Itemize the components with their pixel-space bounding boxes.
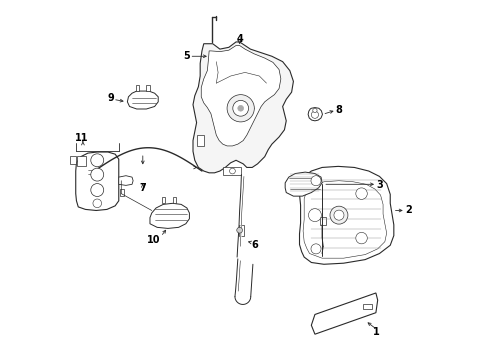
Polygon shape xyxy=(84,166,101,179)
Circle shape xyxy=(313,108,317,113)
Polygon shape xyxy=(239,225,245,235)
Circle shape xyxy=(91,168,104,181)
Text: 3: 3 xyxy=(376,180,383,190)
Text: 9: 9 xyxy=(107,93,114,103)
Text: 1: 1 xyxy=(372,327,379,337)
Circle shape xyxy=(311,244,321,254)
Circle shape xyxy=(233,100,248,116)
Polygon shape xyxy=(193,42,294,173)
Circle shape xyxy=(237,227,243,233)
Polygon shape xyxy=(77,156,87,166)
Text: 5: 5 xyxy=(184,51,190,61)
Circle shape xyxy=(238,105,244,111)
Circle shape xyxy=(93,199,101,208)
Polygon shape xyxy=(162,197,166,203)
Circle shape xyxy=(227,95,254,122)
Text: 7: 7 xyxy=(140,183,146,193)
Circle shape xyxy=(356,232,368,244)
Circle shape xyxy=(356,188,368,199)
Polygon shape xyxy=(70,156,76,164)
Text: 11: 11 xyxy=(75,133,89,143)
Text: 8: 8 xyxy=(336,105,343,115)
Polygon shape xyxy=(127,91,158,109)
Polygon shape xyxy=(308,108,322,121)
Circle shape xyxy=(334,210,344,220)
Polygon shape xyxy=(147,85,150,91)
Circle shape xyxy=(311,176,321,186)
Polygon shape xyxy=(303,181,387,258)
Polygon shape xyxy=(320,217,326,225)
Circle shape xyxy=(91,184,104,197)
Text: 2: 2 xyxy=(405,206,412,216)
Polygon shape xyxy=(299,166,394,264)
Polygon shape xyxy=(285,172,322,196)
Polygon shape xyxy=(311,293,378,334)
Text: 6: 6 xyxy=(252,240,258,250)
Circle shape xyxy=(230,168,235,174)
Polygon shape xyxy=(196,135,204,146)
Polygon shape xyxy=(364,304,372,309)
Text: 4: 4 xyxy=(236,35,243,44)
Polygon shape xyxy=(136,85,139,91)
Circle shape xyxy=(309,209,321,222)
Circle shape xyxy=(91,154,104,167)
Polygon shape xyxy=(119,176,133,185)
Circle shape xyxy=(311,111,318,118)
Polygon shape xyxy=(120,189,124,196)
Polygon shape xyxy=(223,167,242,175)
Polygon shape xyxy=(150,203,190,228)
Polygon shape xyxy=(201,45,281,146)
Circle shape xyxy=(330,206,348,224)
Polygon shape xyxy=(172,197,176,203)
Polygon shape xyxy=(76,152,119,211)
Text: 10: 10 xyxy=(147,235,160,245)
